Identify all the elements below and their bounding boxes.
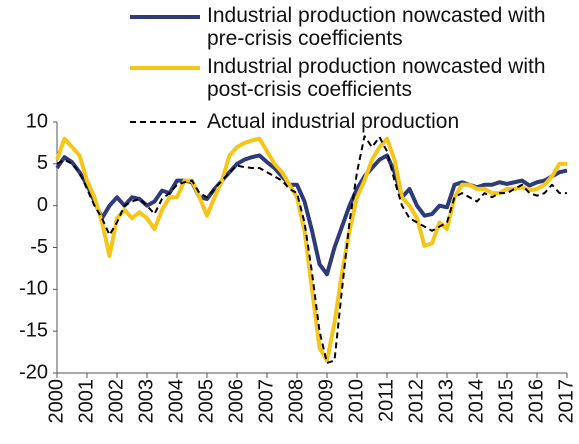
y-tick-label: 5 [37, 152, 48, 174]
series-line [56, 135, 567, 364]
x-tick-label: 2006 [225, 379, 247, 424]
x-tick-label: 2000 [45, 379, 67, 424]
x-tick-label: 2011 [375, 379, 397, 422]
x-tick-label: 2007 [255, 379, 277, 424]
series-line [55, 136, 567, 363]
x-tick-label: 2004 [165, 379, 187, 424]
y-tick-label: -15 [19, 319, 48, 341]
legend-label: Industrial production nowcasted with pos… [207, 55, 546, 101]
x-tick-label: 2002 [105, 379, 127, 424]
y-tick-label: -5 [30, 236, 48, 258]
y-tick-label: -10 [19, 278, 48, 300]
legend-label: Industrial production nowcasted with pre… [207, 4, 546, 50]
x-tick-label: 2012 [405, 379, 427, 424]
x-tick-label: 2015 [495, 379, 517, 424]
x-tick-label: 2005 [195, 379, 217, 424]
x-tick-label: 2013 [435, 379, 457, 424]
y-tick-label: 0 [37, 194, 48, 216]
x-tick-label: 2008 [285, 379, 307, 424]
x-tick-label: 2009 [315, 379, 337, 424]
y-tick-label: 10 [26, 110, 48, 132]
x-tick-label: 2014 [465, 379, 487, 424]
x-tick-label: 2010 [345, 379, 367, 424]
y-tick-label: -20 [19, 361, 48, 383]
x-tick-label: 2003 [135, 379, 157, 424]
x-tick-label: 2017 [555, 379, 577, 424]
legend-label: Actual industrial production [207, 110, 460, 133]
x-tick-label: 2016 [525, 379, 547, 424]
x-tick-label: 2001 [75, 379, 97, 424]
